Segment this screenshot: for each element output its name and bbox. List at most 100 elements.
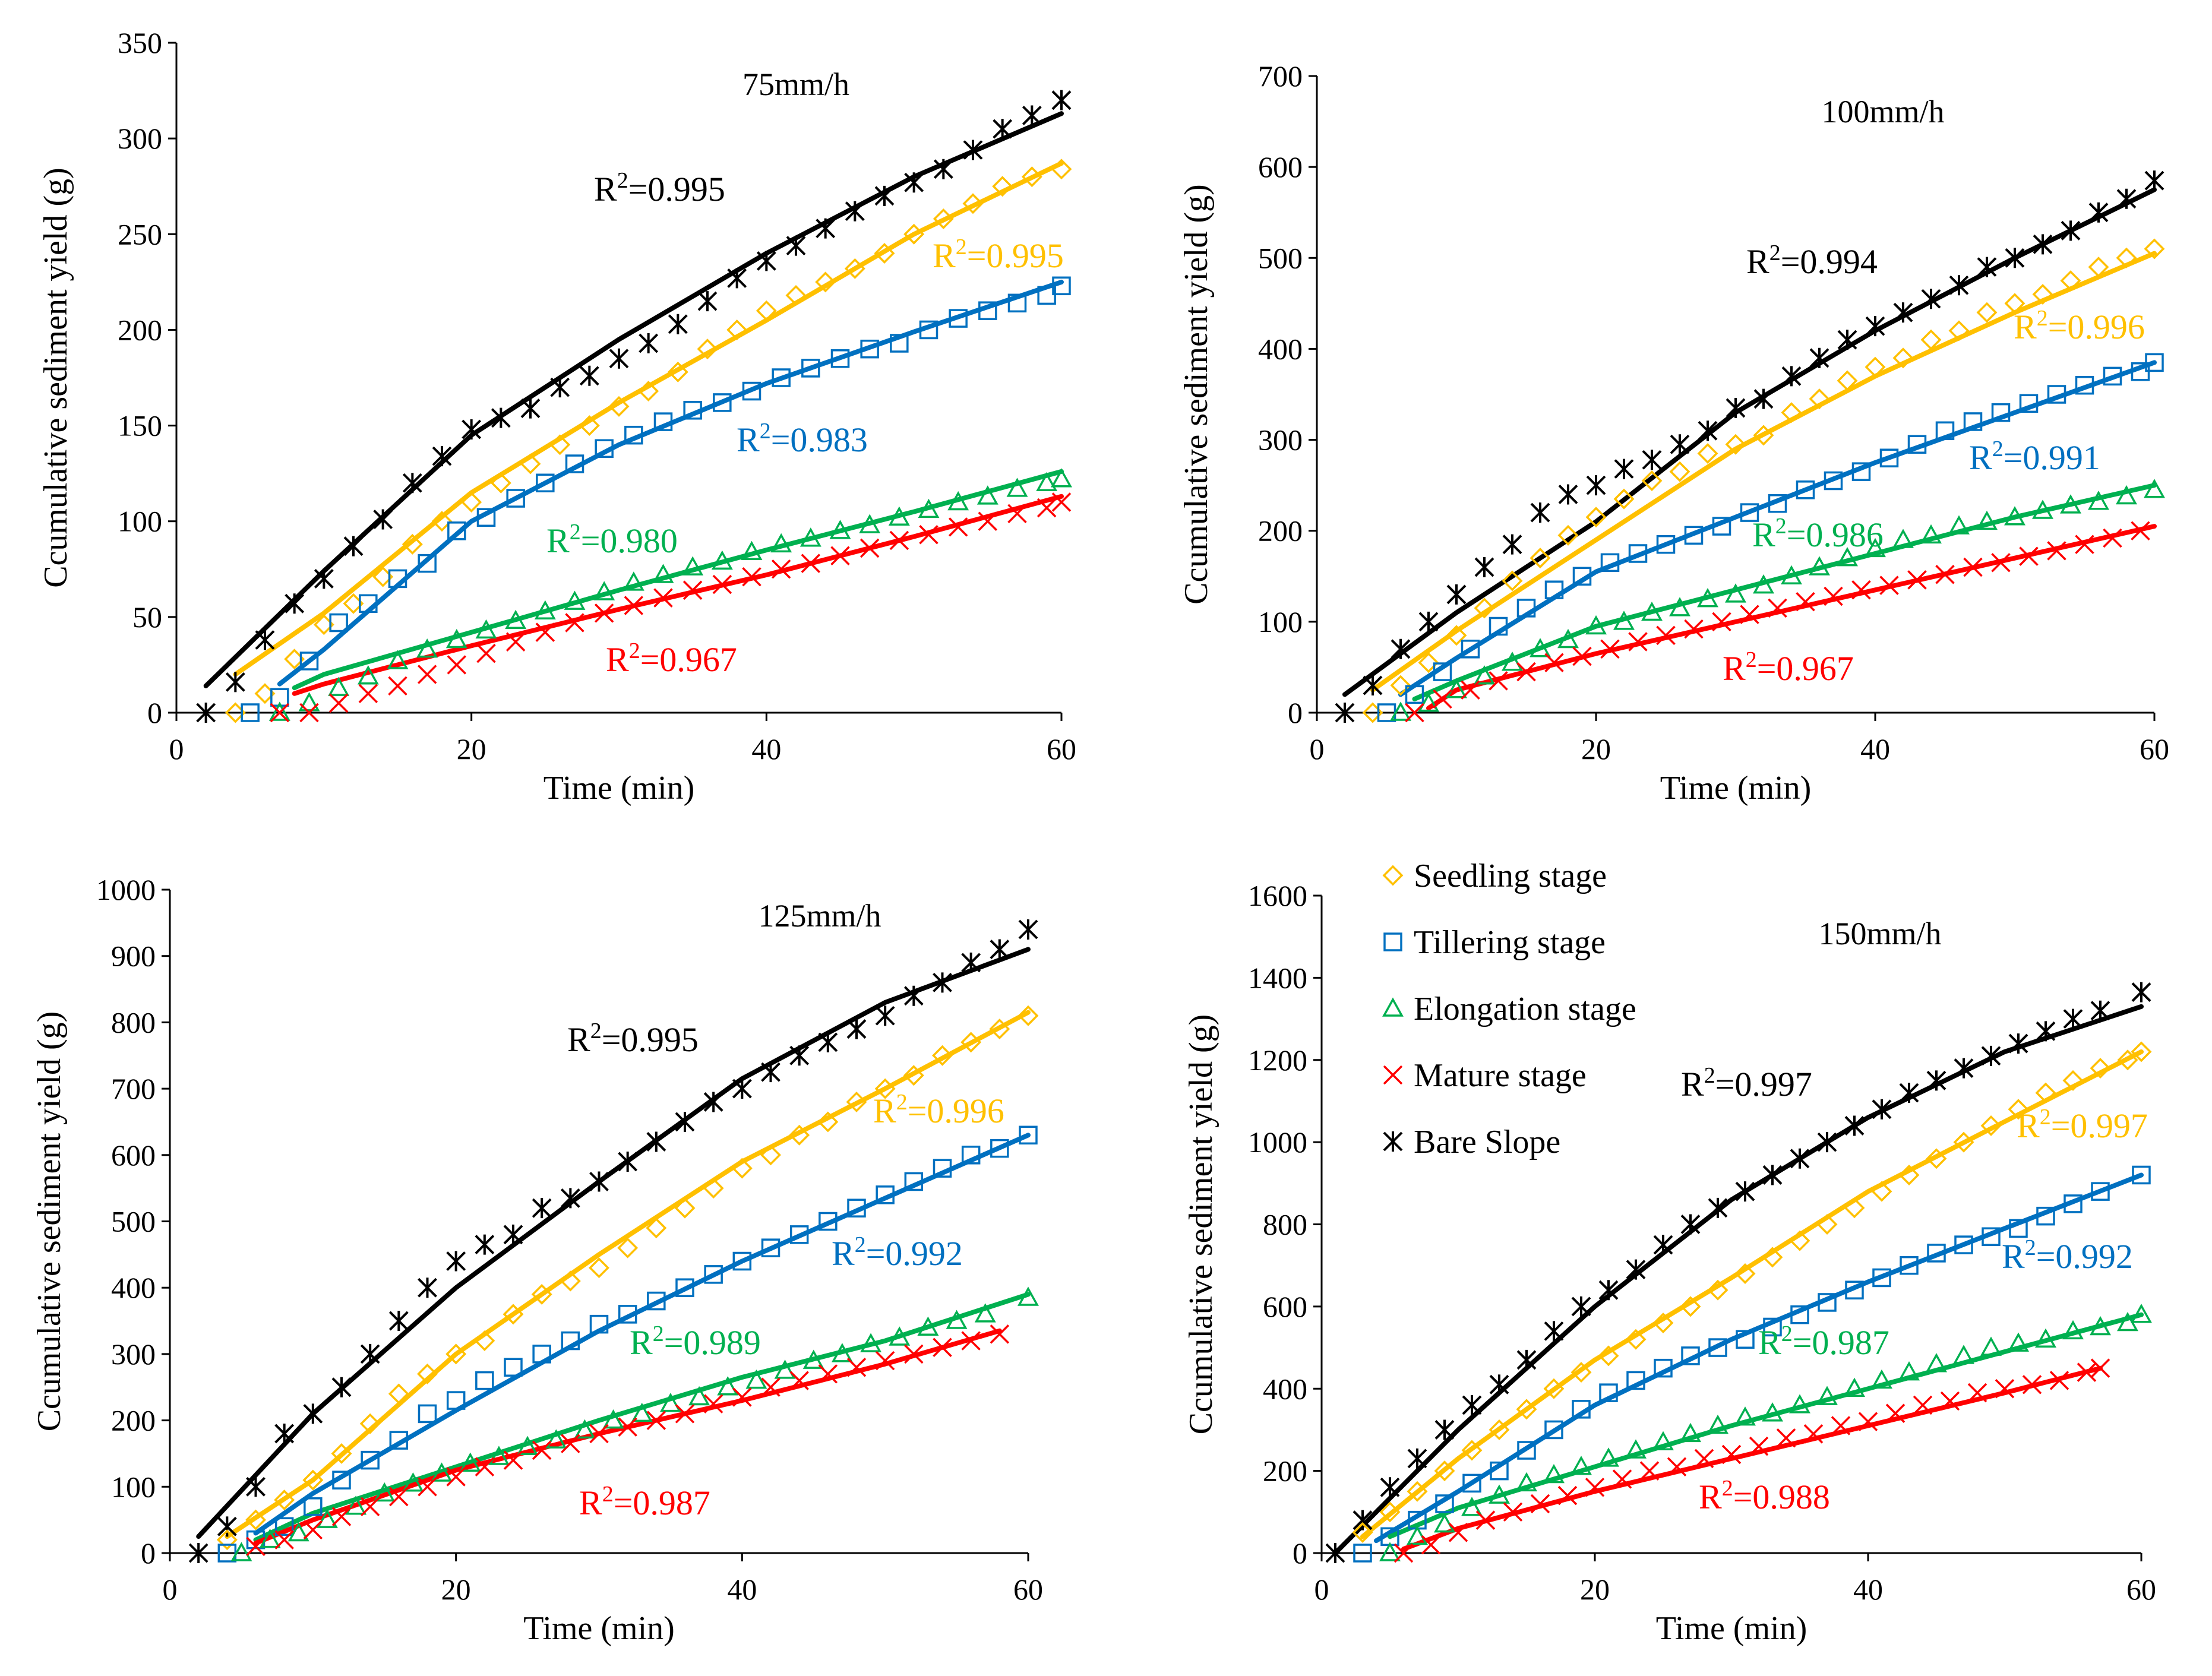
point-elongation-stage [1585, 615, 1607, 635]
point-seedling-stage [1489, 1419, 1510, 1440]
point-elongation-stage [745, 1369, 767, 1389]
point-bare-slope [532, 1198, 552, 1219]
point-bare-slope [1817, 1132, 1837, 1153]
point-mature-stage [1557, 1485, 1578, 1506]
point-bare-slope [816, 218, 836, 239]
point-seedling-stage [1021, 166, 1042, 188]
point-elongation-stage [974, 1303, 996, 1323]
point-elongation-stage [888, 506, 910, 526]
legend-marker-diamond [1382, 865, 1404, 886]
fit-line-tillering-stage [1374, 1172, 2144, 1544]
point-mature-stage [742, 567, 761, 587]
y-tick-label: 0 [1288, 696, 1303, 729]
point-tillering-stage [713, 393, 732, 412]
r2-label-mature-stage: R2=0.967 [606, 638, 737, 679]
point-tillering-stage [476, 508, 496, 527]
point-elongation-stage [682, 556, 704, 575]
point-mature-stage [859, 538, 880, 558]
point-mature-stage [1503, 1502, 1523, 1522]
point-mature-stage [1007, 504, 1027, 524]
point-bare-slope [255, 630, 275, 650]
point-seedling-stage [1502, 570, 1523, 592]
point-bare-slope [1586, 475, 1606, 496]
point-seedling-stage [1697, 443, 1718, 464]
point-mature-stage [948, 517, 968, 537]
point-elongation-stage [1980, 1336, 2002, 1356]
point-elongation-stage [268, 701, 290, 721]
x-tick-label: 0 [163, 1573, 178, 1606]
point-tillering-stage [1740, 503, 1759, 522]
point-bare-slope [756, 251, 776, 271]
point-bare-slope [904, 172, 924, 193]
point-seedling-stage [531, 1283, 552, 1305]
point-seedling-stage [989, 1019, 1010, 1040]
point-seedling-stage [962, 193, 984, 214]
point-mature-stage [818, 1364, 838, 1384]
point-bare-slope [2036, 1021, 2056, 1042]
point-tillering-stage [565, 454, 584, 473]
x-tick-label: 60 [2126, 1573, 2156, 1606]
point-tillering-stage [1572, 1400, 1591, 1419]
point-mature-stage [1885, 1403, 1906, 1423]
panel-100mm-h: 0 100 200 300 400 500 600 700 0 20 40 60 Time (min) C… [1178, 59, 2169, 807]
x-tick-label: 20 [457, 732, 486, 766]
point-tillering-stage [1954, 1235, 1973, 1254]
y-tick-label: 300 [111, 1337, 156, 1371]
point-tillering-stage [332, 1471, 351, 1490]
point-seedling-stage [1837, 370, 1858, 391]
point-seedling-stage [667, 361, 688, 382]
y-tick-label: 1400 [1248, 961, 1307, 994]
point-elongation-stage [1953, 1345, 1974, 1364]
y-tick-label: 300 [1258, 423, 1303, 457]
point-mature-stage [1740, 605, 1759, 624]
point-tillering-stage [1626, 1371, 1645, 1390]
point-tillering-stage [1628, 544, 1648, 563]
x-axis-title: Time (min) [523, 1610, 675, 1647]
point-seedling-stage [490, 472, 511, 494]
point-tillering-stage [2103, 366, 2122, 386]
point-elongation-stage [800, 527, 821, 547]
point-seedling-stage [1781, 402, 1802, 423]
point-tillering-stage [2091, 1182, 2110, 1201]
y-tick-label: 0 [1293, 1536, 1307, 1570]
series-elongation-stage [1390, 479, 2165, 721]
point-bare-slope [1653, 1235, 1673, 1256]
point-mature-stage [1639, 1461, 1660, 1481]
point-elongation-stage [345, 1495, 367, 1515]
fit-line-seedling-stage [225, 1010, 1031, 1539]
point-elongation-stage [1734, 1406, 1756, 1426]
point-bare-slope [1571, 1296, 1591, 1317]
point-mature-stage [331, 1507, 352, 1526]
point-elongation-stage [631, 1402, 653, 1422]
point-seedling-stage [1734, 1263, 1756, 1284]
point-bare-slope [1642, 450, 1662, 470]
point-mature-stage [2103, 528, 2122, 548]
point-seedling-stage [760, 1144, 781, 1166]
point-bare-slope [343, 536, 364, 556]
point-elongation-stage [564, 590, 586, 610]
point-bare-slope [1418, 611, 1439, 632]
point-tillering-stage [1845, 1280, 1864, 1299]
point-seedling-stage [789, 1124, 810, 1146]
point-elongation-stage [402, 1472, 424, 1492]
point-seedling-stage [2144, 238, 2165, 260]
point-mature-stage [2077, 1362, 2097, 1382]
point-bare-slope [1762, 1165, 1783, 1185]
point-mature-stage [889, 530, 909, 551]
point-mature-stage [1421, 1535, 1441, 1555]
point-mature-stage [990, 1324, 1010, 1344]
point-elongation-stage [230, 1542, 252, 1561]
point-elongation-stage [2062, 1320, 2084, 1340]
point-seedling-stage [2008, 1099, 2029, 1120]
point-seedling-stage [903, 1065, 924, 1086]
point-tillering-stage [359, 594, 378, 614]
y-tick-label: 700 [111, 1072, 156, 1105]
y-tick-label: 0 [141, 1536, 156, 1570]
x-tick-label: 20 [1581, 732, 1611, 766]
point-seedling-stage [359, 1413, 381, 1434]
legend-marker-triangle [1382, 997, 1404, 1017]
point-seedling-stage [1652, 1313, 1674, 1334]
x-tick-label: 20 [441, 1573, 471, 1606]
point-bare-slope [360, 1343, 380, 1364]
